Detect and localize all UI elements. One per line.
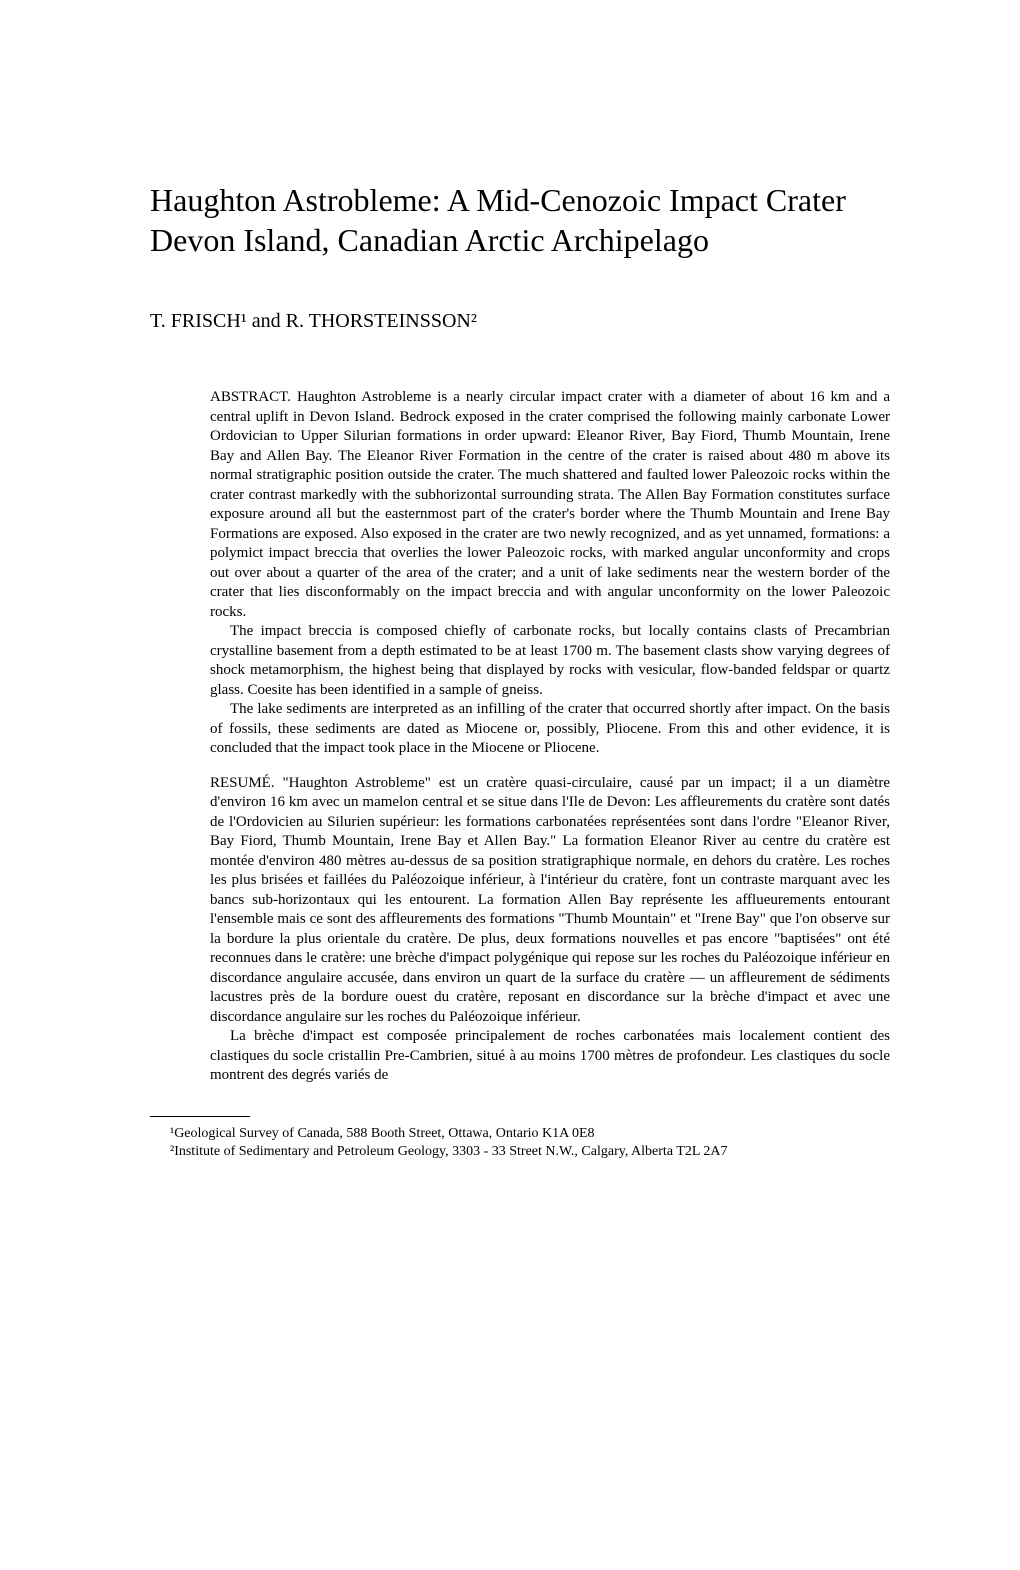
resume-text-1: "Haughton Astrobleme" est un cratère qua…	[210, 775, 890, 1025]
article-title: Haughton Astrobleme: A Mid-Cenozoic Impa…	[150, 180, 910, 260]
footnote-divider	[150, 1116, 250, 1117]
abstract-text-1: Haughton Astrobleme is a nearly circular…	[210, 389, 890, 620]
footnotes-section: ¹Geological Survey of Canada, 588 Booth …	[150, 1125, 910, 1163]
abstract-section: ABSTRACT. Haughton Astrobleme is a nearl…	[210, 388, 890, 1086]
footnote-2: ²Institute of Sedimentary and Petroleum …	[150, 1143, 910, 1162]
footnote-1: ¹Geological Survey of Canada, 588 Booth …	[150, 1125, 910, 1144]
resume-paragraph-2: La brèche d'impact est composée principa…	[210, 1027, 890, 1086]
resume-paragraph-1: RESUMÉ. "Haughton Astrobleme" est un cra…	[210, 774, 890, 1028]
abstract-paragraph-3: The lake sediments are interpreted as an…	[210, 700, 890, 759]
resume-label: RESUMÉ.	[210, 775, 275, 791]
abstract-paragraph-2: The impact breccia is composed chiefly o…	[210, 622, 890, 700]
abstract-label: ABSTRACT.	[210, 389, 291, 405]
abstract-paragraph-1: ABSTRACT. Haughton Astrobleme is a nearl…	[210, 388, 890, 622]
authors-line: T. FRISCH¹ and R. THORSTEINSSON²	[150, 310, 910, 333]
